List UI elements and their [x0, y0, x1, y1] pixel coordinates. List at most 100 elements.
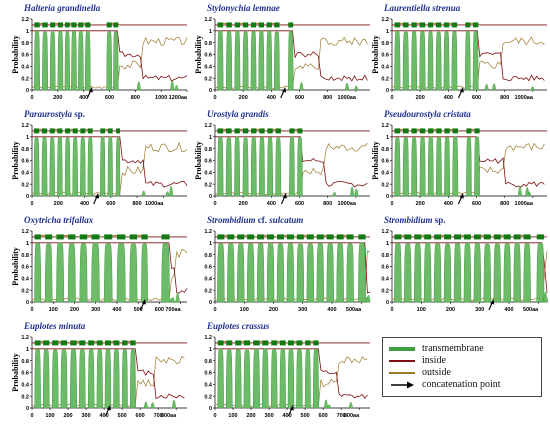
transmembrane-helix: [258, 137, 265, 197]
x-tick-label: 600: [319, 413, 328, 419]
transmembrane-helix: [217, 243, 225, 303]
y-tick-label: 0.6: [204, 371, 212, 377]
y-tick-label: 0: [209, 300, 212, 306]
transmembrane-helix: [394, 242, 402, 303]
x-tick-label: 800: [131, 95, 140, 101]
x-tick-label: 200: [239, 95, 248, 101]
legend-label: outside: [422, 367, 451, 378]
topology-helix-box: [513, 234, 521, 240]
transmembrane-helix: [427, 31, 434, 91]
topology-helix-box: [88, 340, 95, 346]
x-tick-label: 600: [106, 201, 115, 207]
y-tick-label: 1: [26, 135, 29, 141]
transmembrane-helix: [100, 136, 106, 197]
x-tick-label: 400: [327, 307, 336, 313]
transmembrane-helix: [34, 242, 42, 303]
transmembrane-helix: [49, 31, 56, 91]
y-tick-label: 0.2: [21, 394, 29, 400]
transmembrane-helix: [453, 243, 462, 303]
y-tick-label: 1: [209, 347, 212, 353]
transmembrane-helix: [297, 137, 303, 197]
topology-helix-box: [306, 234, 314, 240]
transmembrane-helix: [243, 349, 251, 409]
y-tick-label: 1.2: [21, 229, 29, 235]
transmembrane-helix: [358, 242, 366, 303]
y-tick-label: 0.4: [204, 171, 213, 177]
topology-helix-box: [267, 128, 273, 134]
panel-title: Oxytricha trifallax: [24, 215, 93, 225]
y-tick-label: 0.8: [21, 41, 29, 47]
y-tick-label: 0: [26, 88, 29, 94]
y-tick-label: 0: [386, 300, 389, 306]
topology-helix-box: [523, 234, 531, 240]
transmembrane-minor-peak: [345, 82, 350, 91]
transmembrane-minor-peak: [326, 404, 332, 409]
concatenation-point-arrow: [488, 299, 495, 311]
x-tick-label: 1200aa: [169, 95, 188, 101]
topology-helix-box: [250, 22, 257, 28]
transmembrane-helix: [256, 243, 265, 303]
panel-title-species: Strombidium: [207, 215, 256, 225]
topology-helix-box: [161, 234, 170, 240]
transmembrane-helix: [225, 137, 232, 197]
transmembrane-helix: [266, 242, 275, 303]
topology-helix-box: [277, 234, 285, 240]
x-tick-label: 600: [472, 201, 481, 207]
transmembrane-helix: [404, 243, 412, 303]
topology-helix-box: [444, 128, 450, 134]
y-tick-label: 0: [386, 88, 389, 94]
topology-helix-box: [235, 340, 242, 346]
topology-helix-box: [72, 128, 78, 134]
y-tick-label: 1.2: [21, 335, 29, 341]
transmembrane-helix: [161, 242, 170, 303]
tmhmm-panel: 0 0.2 0.4 0.6 0.8 1 1.2 0 100 200 300 400 500aa Strom…: [372, 215, 550, 319]
x-tick-label: 500aa: [523, 307, 539, 313]
y-tick-label: 0.2: [204, 76, 212, 82]
tmhmm-plot: 0 0.2 0.4 0.6 0.8 1 1.2 0 100 200 300 400 500aa: [204, 229, 371, 313]
inside-line: [392, 30, 545, 82]
x-tick-label: 400: [99, 413, 108, 419]
transmembrane-helix: [34, 348, 41, 409]
transmembrane-minor-peak: [169, 185, 174, 197]
tmhmm-panel: Probability 0 0.2 0.4 0.6 0.8 1 1.2 0 200 400 600 80…: [195, 3, 375, 107]
y-tick-label: 0.6: [21, 53, 29, 59]
y-tick-label: 0.6: [21, 265, 29, 271]
x-tick-label: 100: [417, 307, 426, 313]
transmembrane-helix: [217, 30, 224, 91]
x-tick-label: 0: [30, 307, 33, 313]
x-tick-label: 700aa: [165, 307, 181, 313]
transmembrane-helix: [427, 136, 434, 197]
y-tick-label: 0.2: [21, 76, 29, 82]
panel-title-species: Paraurostyla: [24, 109, 73, 119]
y-tick-label: 0.4: [204, 383, 213, 389]
topology-helix-box: [34, 234, 41, 240]
y-tick-label: 0.6: [381, 265, 389, 271]
topology-helix-box: [217, 234, 225, 240]
topology-helix-box: [473, 22, 479, 28]
transmembrane-helix: [276, 243, 285, 303]
transmembrane-helix: [419, 136, 426, 197]
panel-title: Euplotes minuta: [24, 321, 85, 331]
tmhmm-panel: Probability 0 0.2 0.4 0.6 0.8 1 1.2 0 200 400 600 80…: [12, 3, 192, 107]
x-tick-label: 0: [30, 413, 33, 419]
topology-helix-box: [443, 22, 450, 28]
x-tick-label: 200: [269, 307, 278, 313]
transmembrane-helix: [394, 137, 401, 197]
topology-helix-box: [34, 340, 41, 346]
axes: [31, 19, 187, 91]
x-tick-label: 300: [475, 307, 484, 313]
transmembrane-minor-peak: [150, 402, 155, 409]
topology-helix-box: [113, 22, 119, 28]
inside-line: [215, 348, 368, 399]
x-tick-label: 200: [416, 95, 425, 101]
transmembrane-helix: [273, 31, 280, 91]
transmembrane-minor-peak: [354, 85, 359, 91]
transmembrane-helix: [513, 242, 521, 303]
transmembrane-minor-peak: [165, 191, 170, 197]
topology-helix-box: [234, 22, 241, 28]
transmembrane-helix: [443, 243, 452, 303]
x-tick-label: 1000: [155, 95, 167, 101]
topology-helix-box: [217, 340, 224, 346]
transmembrane-helix: [78, 349, 86, 409]
x-tick-label: 100: [240, 307, 249, 313]
